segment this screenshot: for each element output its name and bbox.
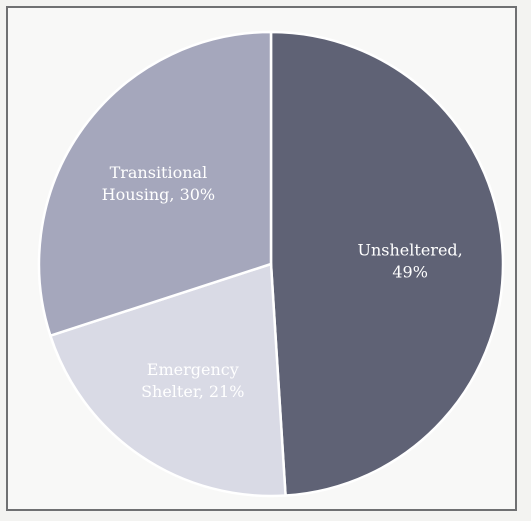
slice-label: Unsheltered, 49%: [358, 241, 463, 282]
slice-label: Transitional Housing, 30%: [102, 163, 216, 204]
slice-label-line: 49%: [392, 263, 428, 282]
slice-label-line: Housing, 30%: [102, 185, 216, 204]
slice-label-line: Transitional: [110, 163, 208, 182]
pie-slice: [269, 30, 505, 497]
pie-slice: [37, 30, 273, 337]
slice-label: Emergency Shelter, 21%: [141, 360, 244, 401]
slice-label-line: Emergency: [147, 360, 239, 379]
slice-label-line: Shelter, 21%: [141, 382, 244, 401]
slice-label-line: Unsheltered,: [358, 241, 463, 260]
pie-slice: [49, 262, 287, 498]
